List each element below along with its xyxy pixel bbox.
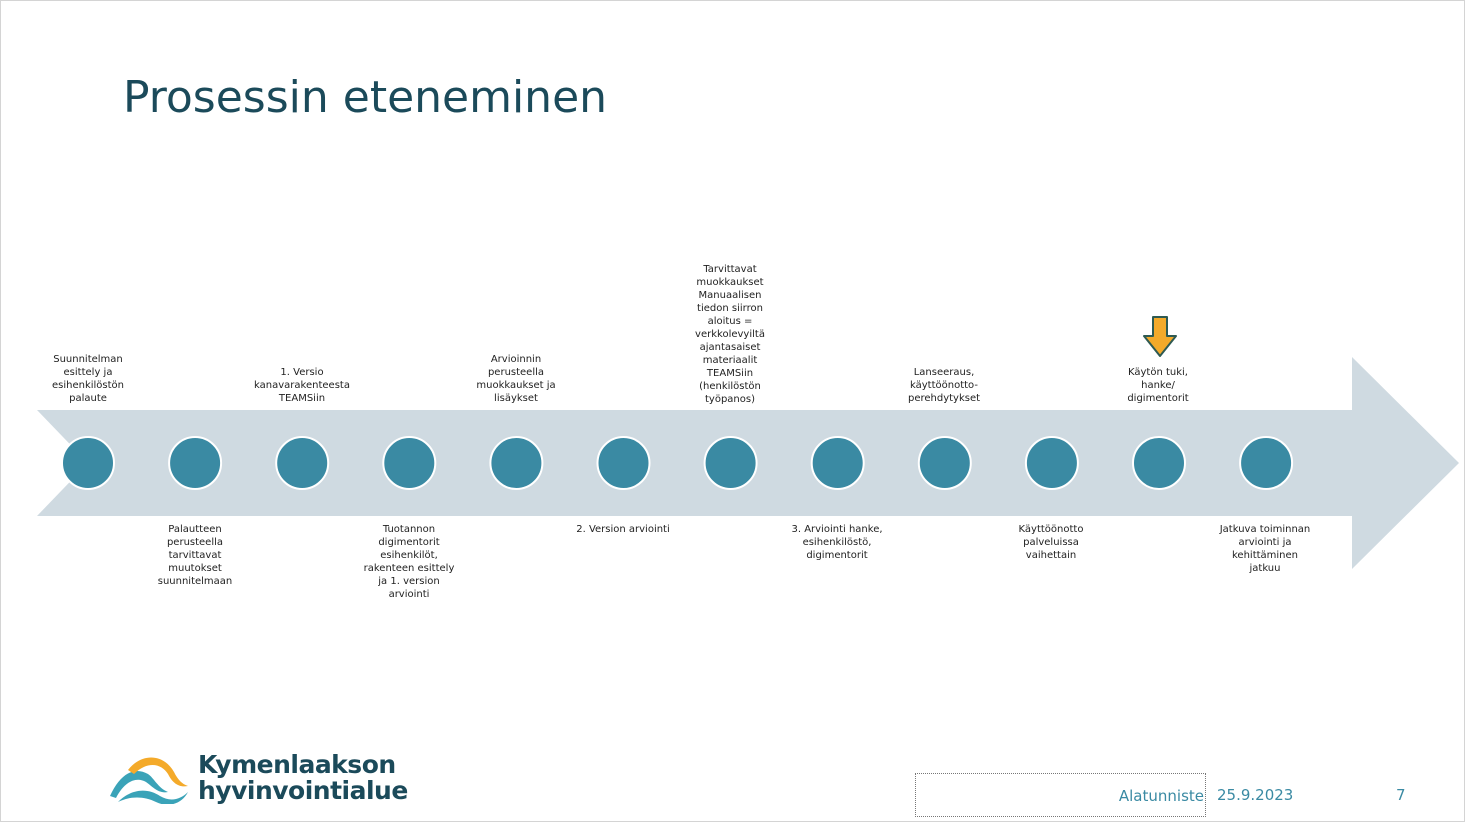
step-3-label: 1. Versio kanavarakenteesta TEAMSiin [237,366,367,405]
footer-date: 25.9.2023 [1217,786,1294,804]
step-5-label: Arvioinnin perusteella muokkaukset ja li… [476,354,556,404]
timeline-node-5 [489,436,544,490]
timeline-node-1 [61,436,115,490]
timeline-node-6 [596,436,651,490]
timeline-node-9 [917,436,972,490]
timeline-node-7 [703,436,758,490]
logo-line-1: Kymenlaakson [198,750,396,779]
step-8-label: 3. Arviointi hanke, esihenkilöstö, digim… [791,524,883,561]
down-arrow-icon [1143,316,1177,357]
page-number: 7 [1396,786,1406,804]
timeline-node-12 [1239,436,1294,490]
step-2-label: Palautteen perusteella tarvittavat muuto… [157,524,233,587]
timeline-node-11 [1132,436,1186,490]
timeline-node-3 [275,436,330,490]
timeline-node-8 [810,436,865,490]
organization-logo: Kymenlaakson hyvinvointialue [108,752,408,808]
footer-text: Alatunniste [1118,787,1204,805]
step-11-label: Käytön tuki, hanke/ digimentorit [1127,367,1189,404]
step-12-label: Jatkuva toiminnan arviointi ja kehittämi… [1219,524,1311,574]
timeline-nodes [61,436,1294,490]
step-7-label: Tarvittavat muokkaukset Manuaalisen tied… [695,264,765,405]
timeline-node-4 [382,436,437,490]
step-4-label: Tuotannon digimentorit esihenkilöt, rake… [363,524,455,600]
logo-line-2: hyvinvointialue [198,776,408,805]
slide-title: Prosessin eteneminen [123,72,608,123]
step-1-label: Suunnitelman esittely ja esihenkilöstön … [51,354,125,404]
step-3-label-text: 1. Versio kanavarakenteesta TEAMSiin [254,367,350,404]
wave-logo-icon [110,757,188,804]
timeline-node-10 [1024,436,1079,490]
step-10-label: Käyttöönotto palveluissa vaihettain [1018,524,1084,561]
organization-name: Kymenlaakson hyvinvointialue [198,752,408,804]
step-9-label: Lanseeraus, käyttöönotto- perehdytykset [907,367,981,404]
footer-placeholder[interactable]: Alatunniste [915,773,1206,817]
timeline-node-2 [168,436,223,490]
step-6-label: 2. Version arviointi [576,524,670,535]
